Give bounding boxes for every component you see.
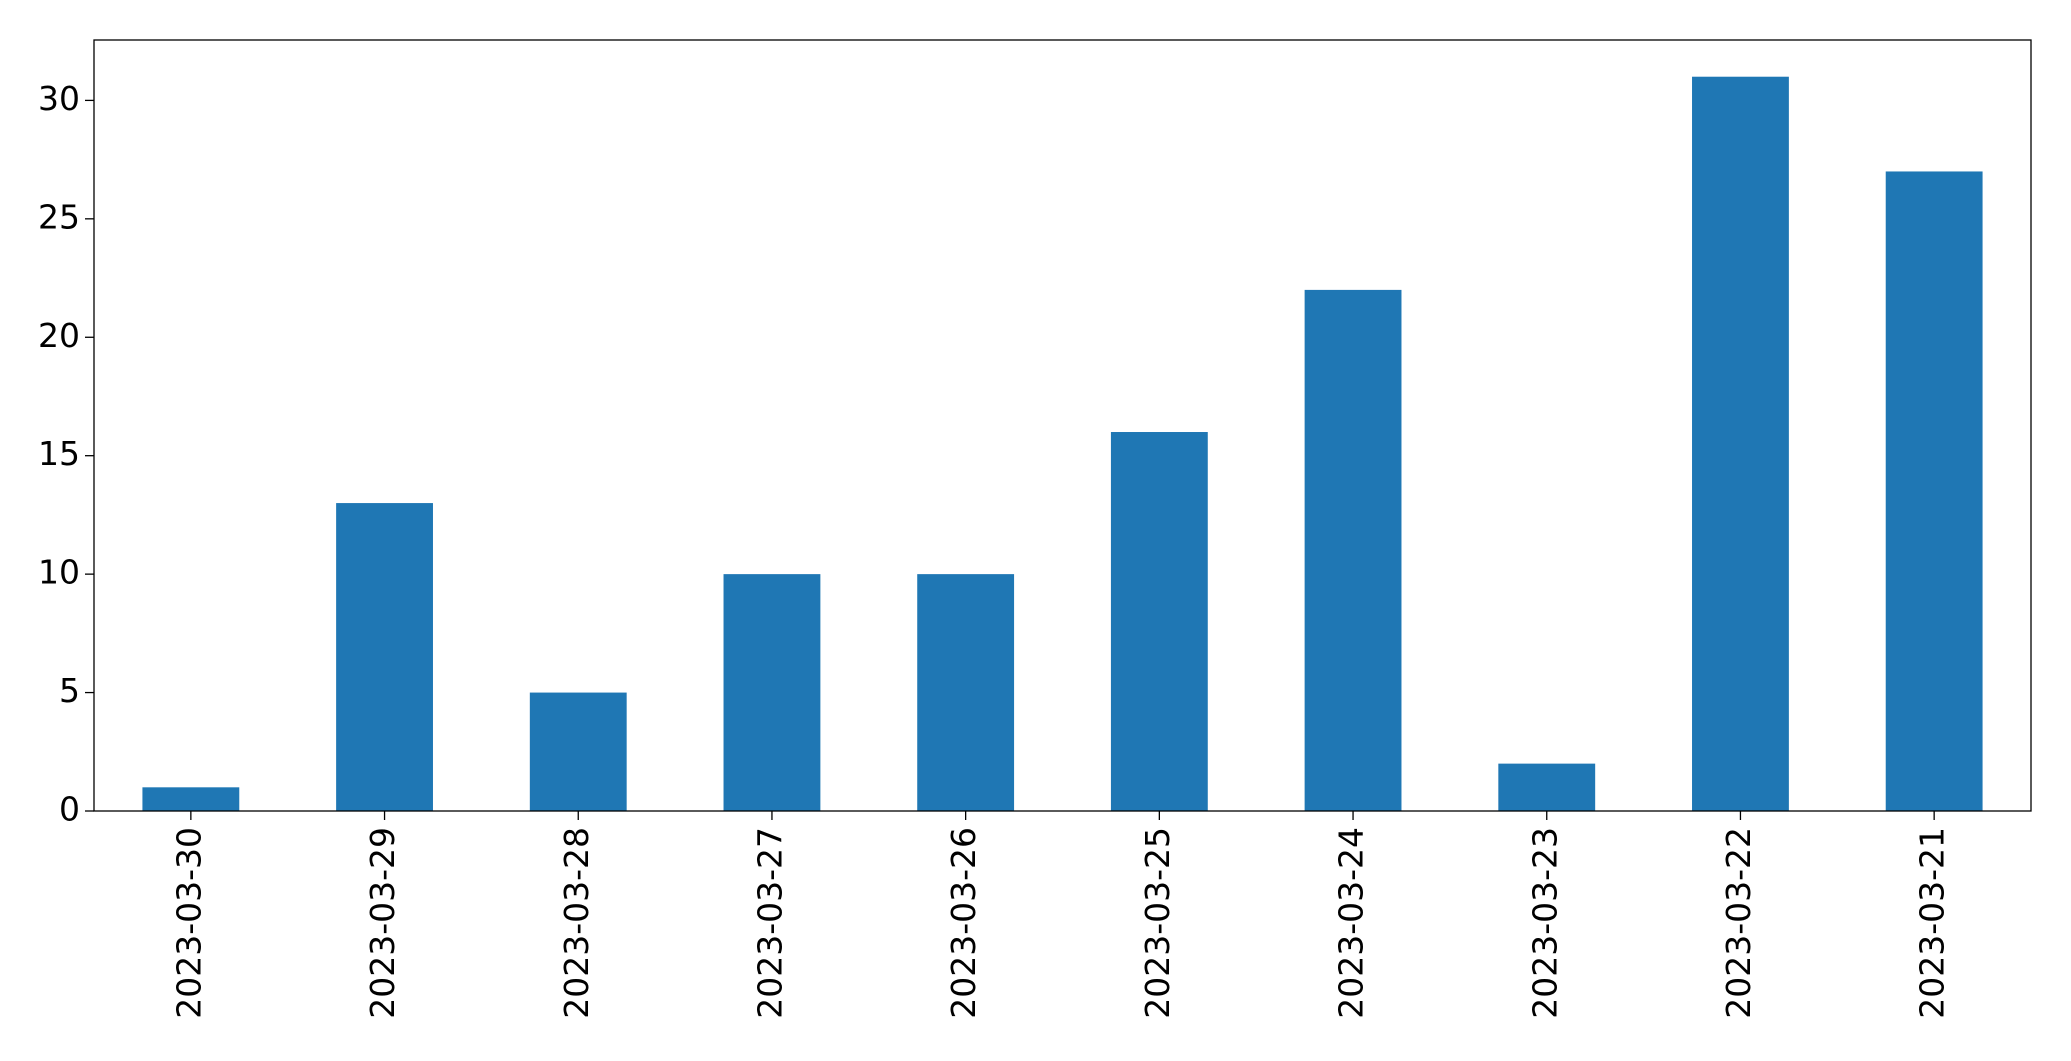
x-tick-label: 2023-03-28 (557, 827, 596, 1019)
x-tick-label: 2023-03-29 (363, 827, 402, 1019)
bar (1885, 171, 1983, 812)
y-tick-label: 10 (38, 553, 80, 592)
bar (336, 503, 433, 811)
bar (723, 574, 821, 811)
x-tick-label: 2023-03-30 (169, 827, 208, 1019)
bar (1110, 432, 1208, 811)
plot-frame (93, 39, 2032, 812)
x-tick-label: 2023-03-25 (1138, 827, 1177, 1019)
bar (917, 574, 1015, 811)
y-tick-label: 30 (38, 79, 80, 118)
x-tick-label: 2023-03-21 (1913, 827, 1952, 1019)
bar (1498, 763, 1596, 811)
x-tick-label: 2023-03-22 (1719, 827, 1758, 1019)
bar (142, 787, 240, 811)
x-tick-label: 2023-03-23 (1525, 827, 1564, 1019)
bar (529, 692, 627, 811)
bar (1304, 289, 1402, 811)
x-tick-label: 2023-03-24 (1332, 827, 1371, 1019)
x-tick-label: 2023-03-27 (750, 827, 789, 1019)
y-tick-label: 25 (38, 197, 80, 236)
y-tick-label: 15 (38, 434, 80, 473)
y-tick-label: 0 (59, 790, 80, 829)
y-tick-label: 5 (59, 671, 80, 710)
y-tick-label: 20 (38, 316, 80, 355)
x-tick-label: 2023-03-26 (944, 827, 983, 1019)
bar (1692, 76, 1789, 811)
